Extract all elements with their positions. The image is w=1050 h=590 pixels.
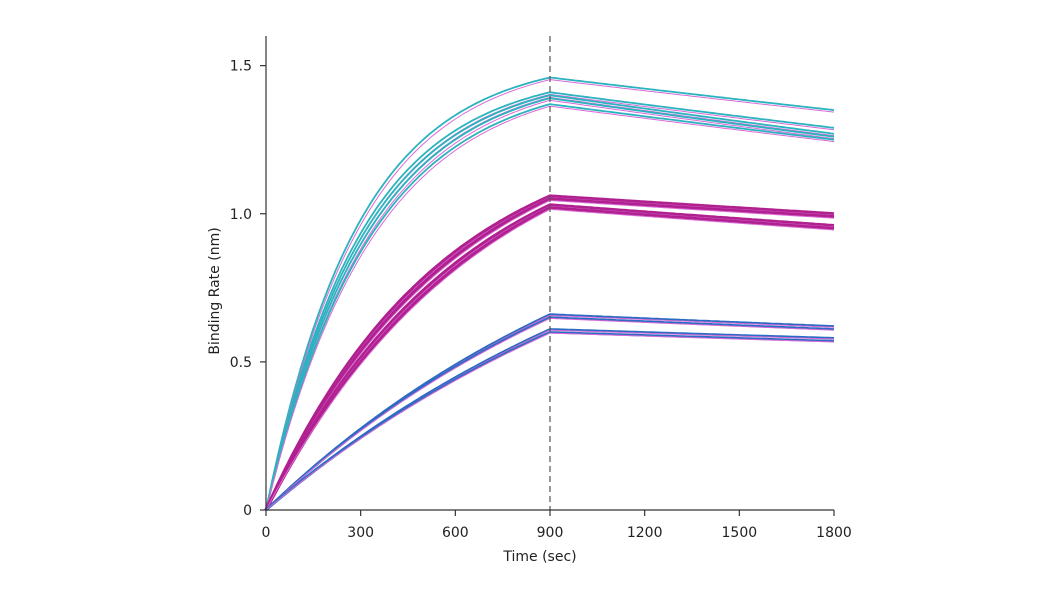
x-tick-label: 900 bbox=[537, 525, 564, 541]
y-tick-label: 1.0 bbox=[230, 207, 252, 223]
fit-mid-1 bbox=[265, 197, 835, 511]
x-tick-label: 600 bbox=[442, 525, 469, 541]
x-tick-label: 300 bbox=[347, 525, 374, 541]
x-tick-label: 1800 bbox=[816, 525, 852, 541]
fit-low-4 bbox=[265, 332, 835, 511]
series-mid-2 bbox=[264, 197, 835, 511]
y-tick-label: 0 bbox=[243, 503, 252, 519]
plot-area bbox=[264, 76, 835, 511]
x-tick-label: 1500 bbox=[722, 525, 758, 541]
series-high-3 bbox=[265, 94, 835, 511]
y-axis-ticks: 0 0.5 1.0 1.5 bbox=[230, 59, 266, 519]
x-axis-title: Time (sec) bbox=[502, 549, 576, 565]
series-mid-3 bbox=[264, 203, 835, 511]
x-tick-label: 0 bbox=[262, 525, 271, 541]
y-tick-label: 1.5 bbox=[230, 59, 252, 75]
x-axis-ticks: 0 300 600 900 1200 1500 1800 bbox=[262, 510, 852, 541]
series-high-5 bbox=[265, 103, 835, 511]
series-high-2 bbox=[265, 91, 835, 511]
x-tick-label: 1200 bbox=[627, 525, 663, 541]
y-tick-label: 0.5 bbox=[230, 355, 252, 371]
series-low-4 bbox=[265, 331, 835, 511]
y-axis-title: Binding Rate (nm) bbox=[207, 227, 223, 354]
